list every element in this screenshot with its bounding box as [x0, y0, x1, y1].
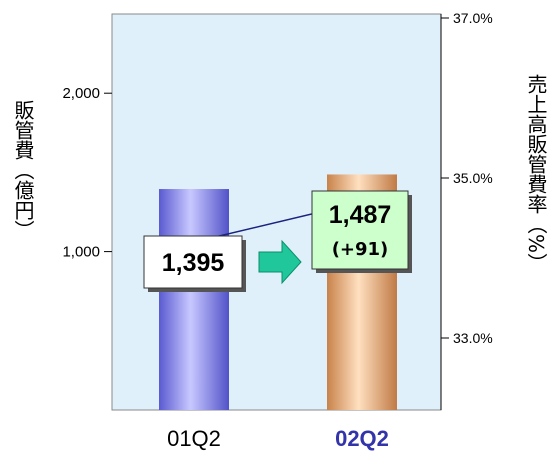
- value-box-02q2: [311, 190, 409, 270]
- y-left-tick-label: 1,000: [62, 244, 100, 261]
- bar-01q2: [159, 189, 229, 410]
- y-axis-right-label: 売上高販管費率（%）: [524, 74, 548, 274]
- value-label-02q2: 1,487: [329, 201, 392, 229]
- arrow-right-icon: [258, 239, 302, 285]
- value-box-01q2: [143, 235, 243, 289]
- y-right-tick-label: 33.0%: [453, 330, 493, 346]
- y-axis-left-label: 販管費（億円）: [11, 100, 35, 240]
- y-right-tick-label: 37.0%: [453, 10, 493, 26]
- value-label-01q2: 1,395: [162, 249, 225, 277]
- y-left-tick-label: 2,000: [62, 85, 100, 102]
- y-right-tick-label: 35.0%: [453, 170, 493, 186]
- x-category-label: 01Q2: [167, 426, 221, 451]
- x-category-label: 02Q2: [335, 426, 389, 451]
- change-label: (+91): [332, 239, 389, 260]
